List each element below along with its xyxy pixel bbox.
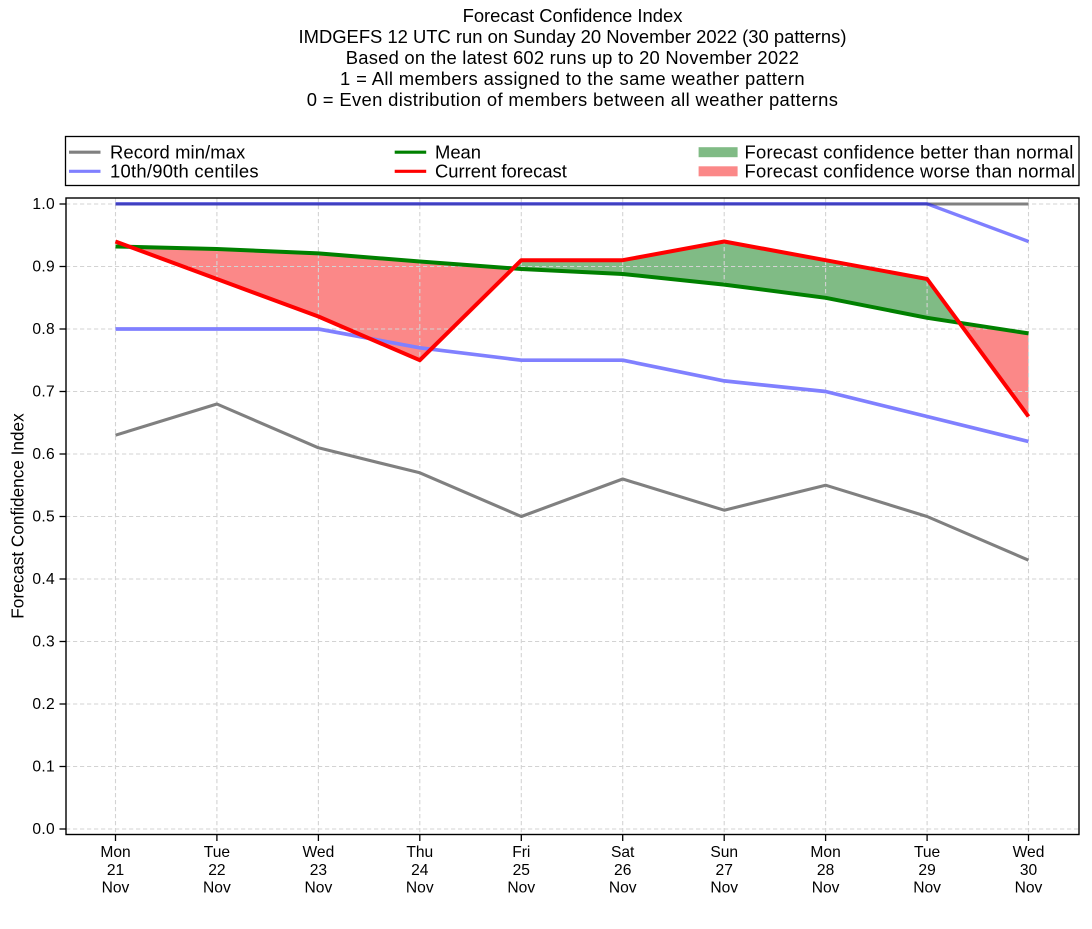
svg-text:30: 30 bbox=[1020, 862, 1038, 879]
svg-text:0.5: 0.5 bbox=[32, 509, 55, 526]
svg-text:Mon: Mon bbox=[100, 844, 130, 861]
svg-text:23: 23 bbox=[310, 862, 327, 879]
svg-text:Nov: Nov bbox=[913, 880, 941, 897]
svg-text:27: 27 bbox=[716, 862, 733, 879]
svg-text:0.8: 0.8 bbox=[32, 321, 55, 338]
svg-text:Nov: Nov bbox=[305, 880, 333, 897]
svg-text:Nov: Nov bbox=[102, 880, 130, 897]
svg-text:Wed: Wed bbox=[303, 844, 335, 861]
svg-text:Forecast confidence better tha: Forecast confidence better than normal bbox=[745, 142, 1074, 163]
svg-text:Wed: Wed bbox=[1013, 844, 1045, 861]
svg-text:0.9: 0.9 bbox=[32, 259, 55, 276]
svg-text:10th/90th centiles: 10th/90th centiles bbox=[110, 161, 259, 182]
svg-text:Nov: Nov bbox=[203, 880, 231, 897]
svg-text:0.6: 0.6 bbox=[32, 446, 55, 463]
svg-text:Nov: Nov bbox=[812, 880, 840, 897]
svg-text:Based on the latest 602 runs u: Based on the latest 602 runs up to 20 No… bbox=[346, 47, 799, 68]
svg-text:22: 22 bbox=[208, 862, 225, 879]
svg-text:Mon: Mon bbox=[810, 844, 840, 861]
svg-text:IMDGEFS 12 UTC run on Sunday 2: IMDGEFS 12 UTC run on Sunday 20 November… bbox=[299, 26, 847, 47]
svg-text:0.1: 0.1 bbox=[32, 759, 55, 776]
svg-text:Current forecast: Current forecast bbox=[435, 161, 567, 182]
svg-text:Tue: Tue bbox=[914, 844, 940, 861]
svg-text:29: 29 bbox=[918, 862, 935, 879]
svg-text:Tue: Tue bbox=[204, 844, 230, 861]
svg-text:Fri: Fri bbox=[512, 844, 530, 861]
svg-text:Nov: Nov bbox=[609, 880, 637, 897]
svg-text:0.0: 0.0 bbox=[32, 821, 55, 838]
svg-text:0.2: 0.2 bbox=[32, 696, 55, 713]
svg-text:26: 26 bbox=[614, 862, 631, 879]
svg-text:0.4: 0.4 bbox=[32, 571, 55, 588]
svg-text:Nov: Nov bbox=[507, 880, 535, 897]
svg-text:Nov: Nov bbox=[406, 880, 434, 897]
svg-text:21: 21 bbox=[107, 862, 124, 879]
svg-text:Nov: Nov bbox=[1015, 880, 1043, 897]
svg-text:Forecast confidence worse than: Forecast confidence worse than normal bbox=[745, 161, 1076, 182]
svg-text:0.3: 0.3 bbox=[32, 634, 55, 651]
svg-text:Record min/max: Record min/max bbox=[110, 142, 245, 163]
svg-text:Mean: Mean bbox=[435, 142, 481, 163]
svg-text:Nov: Nov bbox=[710, 880, 738, 897]
svg-text:Forecast Confidence Index: Forecast Confidence Index bbox=[463, 5, 683, 26]
svg-text:0 = Even distribution of membe: 0 = Even distribution of members between… bbox=[307, 89, 839, 110]
svg-text:28: 28 bbox=[817, 862, 834, 879]
svg-text:25: 25 bbox=[513, 862, 531, 879]
svg-text:Thu: Thu bbox=[406, 844, 433, 861]
svg-text:Forecast Confidence Index: Forecast Confidence Index bbox=[8, 413, 28, 619]
svg-text:24: 24 bbox=[411, 862, 429, 879]
svg-text:1.0: 1.0 bbox=[32, 196, 55, 213]
svg-text:1 = All members assigned to th: 1 = All members assigned to the same wea… bbox=[340, 68, 805, 89]
svg-text:Sun: Sun bbox=[710, 844, 738, 861]
svg-text:Sat: Sat bbox=[611, 844, 635, 861]
svg-text:0.7: 0.7 bbox=[32, 384, 55, 401]
